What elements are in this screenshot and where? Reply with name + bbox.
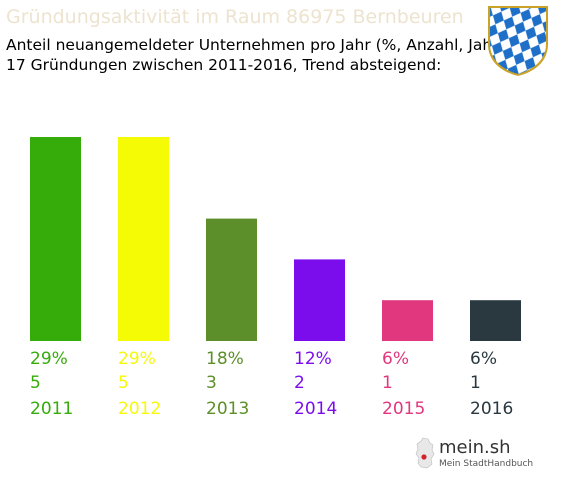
chart-subtitle: Anteil neuangemeldeter Unternehmen pro J… [6, 35, 505, 75]
bar-2012 [118, 137, 169, 341]
year-label-2012: 2012 [118, 399, 161, 419]
subtitle-line-1: Anteil neuangemeldeter Unternehmen pro J… [6, 36, 505, 54]
year-label-2013: 2013 [206, 399, 249, 419]
count-label-2013: 3 [206, 373, 217, 393]
percent-label-2015: 6% [382, 349, 409, 369]
percent-label-2013: 18% [206, 349, 244, 369]
germany-map-icon [415, 437, 435, 469]
bar-2015 [382, 300, 433, 341]
percent-label-2014: 12% [294, 349, 332, 369]
count-label-2014: 2 [294, 373, 305, 393]
mein-sh-logo: mein.sh Mein StadtHandbuch [415, 435, 535, 475]
year-label-2015: 2015 [382, 399, 425, 419]
count-label-2016: 1 [470, 373, 481, 393]
count-label-2012: 5 [118, 373, 129, 393]
count-label-2015: 1 [382, 373, 393, 393]
bavaria-coat-of-arms-icon [488, 6, 548, 76]
labels-group: 29% 5 2011 29% 5 2012 18% 3 2013 12% 2 2014 6% 1 2015 6… [30, 349, 513, 419]
bar-2014 [294, 259, 345, 341]
year-label-2016: 2016 [470, 399, 513, 419]
count-label-2011: 5 [30, 373, 41, 393]
logo-name: mein.sh [439, 437, 511, 458]
bar-2011 [30, 137, 81, 341]
percent-label-2016: 6% [470, 349, 497, 369]
subtitle-line-2: 17 Gründungen zwischen 2011-2016, Trend … [6, 56, 442, 74]
percent-label-2011: 29% [30, 349, 68, 369]
chart-title: Gründungsaktivität im Raum 86975 Bernbeu… [6, 6, 464, 28]
logo-tagline: Mein StadtHandbuch [439, 459, 534, 469]
year-label-2011: 2011 [30, 399, 73, 419]
bar-2013 [206, 218, 257, 341]
percent-label-2012: 29% [118, 349, 156, 369]
bar-2016 [470, 300, 521, 341]
bars-group [30, 137, 521, 341]
year-label-2014: 2014 [294, 399, 337, 419]
